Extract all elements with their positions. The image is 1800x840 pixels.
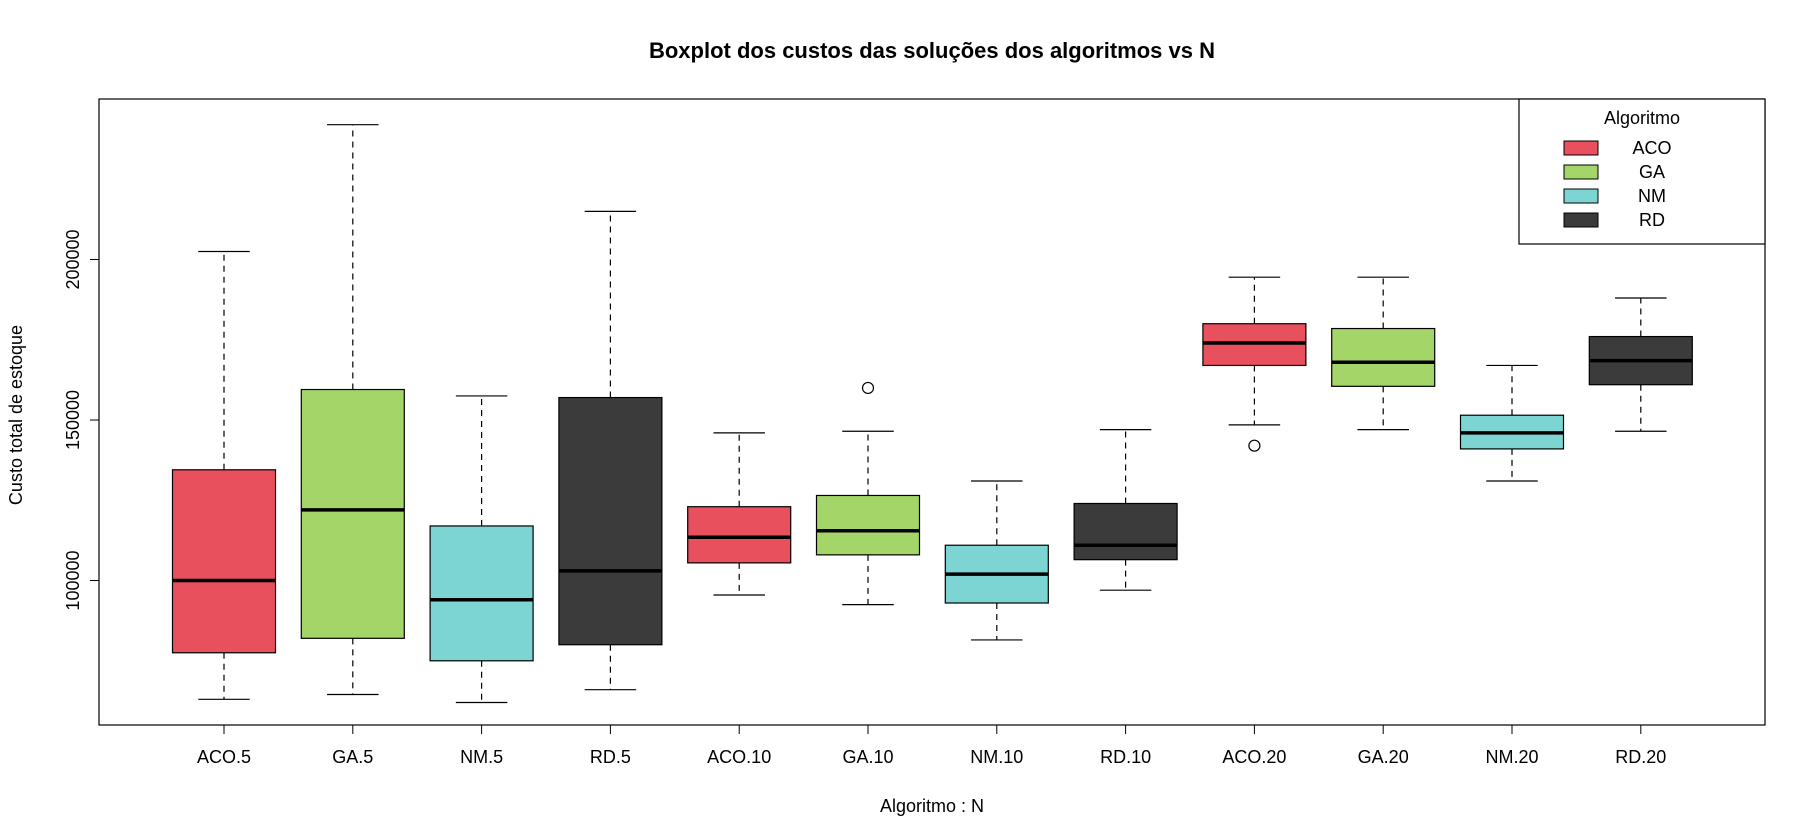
box-iqr: [815, 494, 921, 556]
x-tick-label: GA.10: [842, 747, 893, 767]
x-tick-label: ACO.10: [707, 747, 771, 767]
legend-swatch-rd: [1563, 212, 1599, 228]
outlier-point: [861, 381, 875, 395]
legend: Algoritmo ACO GA NM RD: [1518, 98, 1766, 245]
box-ACO.5: [171, 250, 277, 700]
box-iqr: [687, 506, 792, 564]
legend-frame: [1518, 98, 1766, 245]
box-iqr: [558, 396, 663, 646]
box-GA.20: [1331, 276, 1436, 431]
legend-swatch-ga: [1563, 164, 1599, 180]
y-tick-label: 200000: [63, 229, 83, 289]
x-tick-label: RD.5: [590, 747, 631, 767]
x-tick-label: ACO.5: [197, 747, 251, 767]
legend-label-rd: RD: [1639, 210, 1665, 230]
x-tick-label: NM.5: [460, 747, 503, 767]
y-axis-label: Custo total de estoque: [6, 325, 26, 505]
box-ACO.10: [687, 432, 792, 596]
x-tick-label: NM.20: [1485, 747, 1538, 767]
box-iqr: [1331, 327, 1436, 387]
outlier-point: [1248, 439, 1261, 452]
legend-title: Algoritmo: [1604, 108, 1680, 128]
y-tick-label: 100000: [63, 550, 83, 610]
x-tick-label: ACO.20: [1222, 747, 1286, 767]
x-tick-label: GA.5: [332, 747, 373, 767]
x-tick-label: RD.20: [1615, 747, 1666, 767]
x-tick-label: NM.10: [970, 747, 1023, 767]
x-tick-label: RD.10: [1100, 747, 1151, 767]
box-NM.20: [1459, 364, 1565, 482]
box-GA.5: [300, 124, 405, 696]
legend-label-nm: NM: [1638, 186, 1666, 206]
box-iqr: [300, 388, 405, 639]
x-tick-label: GA.20: [1358, 747, 1409, 767]
box-RD.5: [558, 210, 663, 691]
x-axis: ACO.5 GA.5 NM.5 RD.5 ACO.10 GA.10 NM.10 RD.10 AC…: [197, 724, 1666, 767]
legend-entries: ACO GA NM RD: [1563, 138, 1672, 230]
box-iqr: [429, 525, 534, 662]
box-ACO.20: [1202, 276, 1307, 452]
chart-title: Boxplot dos custos das soluções dos algo…: [649, 38, 1215, 63]
legend-swatch-aco: [1563, 140, 1599, 156]
legend-label-aco: ACO: [1632, 138, 1671, 158]
box-RD.10: [1073, 429, 1178, 591]
legend-label-ga: GA: [1639, 162, 1665, 182]
y-axis: 100000 150000 200000: [63, 229, 100, 611]
y-tick-label: 150000: [63, 390, 83, 450]
box-GA.10: [815, 381, 921, 606]
box-iqr: [171, 469, 277, 654]
box-NM.10: [944, 480, 1049, 641]
box-RD.20: [1588, 297, 1693, 432]
box-iqr: [1073, 502, 1178, 561]
boxes-layer: [171, 124, 1693, 704]
legend-swatch-nm: [1563, 188, 1599, 204]
x-axis-label: Algoritmo : N: [880, 796, 984, 816]
box-NM.5: [429, 395, 534, 704]
